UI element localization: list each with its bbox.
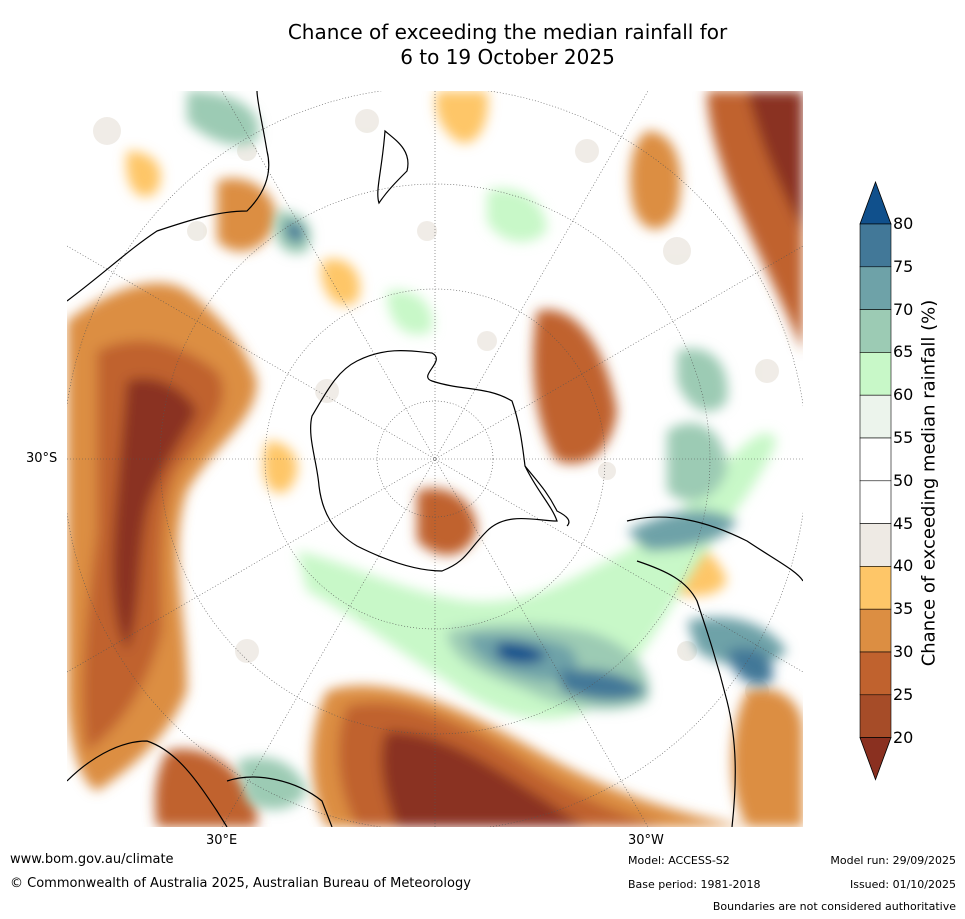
colorbar-tick: 20 [893, 727, 914, 747]
colorbar-band [859, 352, 892, 396]
longitude-label-30w: 30°W [628, 833, 664, 848]
base-period: Base period: 1981-2018 [628, 878, 761, 891]
africa-coastline [67, 740, 333, 827]
colorbar-band [859, 651, 892, 696]
colorbar-extension-top [859, 180, 892, 225]
rainfall-map [67, 91, 803, 827]
model-name: Model: ACCESS-S2 [628, 854, 730, 867]
colorbar-band [859, 223, 892, 268]
model-run-date: Model run: 29/09/2025 [830, 854, 956, 867]
colorbar-tick: 35 [893, 599, 914, 619]
above-median-regions [187, 91, 787, 810]
below-median-regions [67, 91, 803, 827]
colorbar-tick: 55 [893, 428, 914, 447]
title-line-1: Chance of exceeding the median rainfall … [287, 20, 728, 44]
longitude-label-30e: 30°E [206, 833, 238, 848]
latitude-label-30s: 30°S [26, 451, 58, 466]
graticule [67, 91, 803, 827]
copyright-text: © Commonwealth of Australia 2025, Austra… [10, 876, 471, 891]
australia-coastline [67, 91, 270, 302]
map-title: Chance of exceeding the median rainfall … [0, 20, 965, 70]
south-america-coastline [626, 516, 803, 827]
colorbar-tick: 50 [893, 470, 914, 490]
colorbar-tick: 45 [893, 513, 914, 533]
antarctica-coastline [310, 349, 558, 572]
colorbar-tick: 75 [893, 256, 914, 276]
colorbar-tick: 60 [893, 385, 914, 405]
colorbar-band [859, 608, 892, 653]
colorbar-tick: 40 [893, 556, 914, 576]
coastlines [67, 91, 803, 827]
new-zealand-coastline [377, 129, 409, 205]
colorbar-band [859, 480, 892, 524]
colorbar-band [859, 523, 892, 567]
map-canvas [67, 91, 803, 827]
colorbar-band [859, 566, 892, 610]
colorbar-band [859, 394, 892, 439]
issued-date: Issued: 01/10/2025 [849, 878, 956, 891]
title-line-2: 6 to 19 October 2025 [400, 45, 615, 69]
website-link[interactable]: www.bom.gov.au/climate [10, 852, 174, 867]
antarctic-peninsula-coastline [524, 465, 570, 527]
boundaries-disclaimer: Boundaries are not considered authoritat… [712, 900, 956, 913]
colorbar-label: Chance of exceeding median rainfall (%) [918, 299, 940, 667]
colorbar-tick: 25 [893, 684, 914, 704]
colorbar-tick: 80 [893, 214, 914, 233]
colorbar-tick: 65 [893, 342, 914, 362]
colorbar-band [859, 266, 892, 310]
colorbar-extension-bottom [859, 737, 892, 781]
colorbar-band [859, 309, 892, 353]
colorbar-tick: 70 [893, 299, 914, 319]
colorbar-band [859, 437, 892, 482]
colorbar-tick: 30 [893, 642, 914, 661]
colorbar-band [859, 694, 892, 738]
colorbar [859, 180, 892, 781]
